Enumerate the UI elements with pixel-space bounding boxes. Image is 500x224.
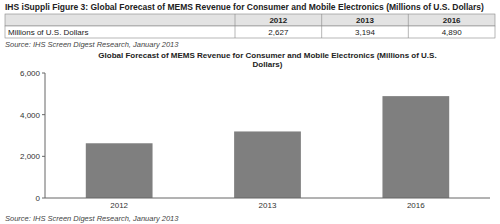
table-header [5,14,495,26]
y-tick-label: 2,000 [20,152,41,161]
y-axis [45,73,46,198]
table-header-label: 2013 [356,16,374,25]
table-header-label: 2016 [443,16,461,25]
table-divider [321,14,322,38]
table-value: 4,890 [442,28,463,37]
source: Source: IHS Screen Digest Research, Janu… [5,214,179,223]
x-tick-label: 2016 [407,201,425,210]
table-value: 3,194 [355,28,376,37]
x-tick-label: 2013 [259,201,277,210]
table-header-label: 2012 [269,16,287,25]
x-tick-label: 2012 [110,201,128,210]
bars [86,96,449,198]
table-row-label: Millions of U.S. Dollars [8,28,88,37]
table-value: 2,627 [268,28,289,37]
bar [86,143,153,198]
bar [382,96,449,198]
bar [234,131,301,198]
source: Source: IHS Screen Digest Research, Janu… [5,40,179,49]
figure-title: IHS iSuppli Figure 3: Global Forecast of… [5,2,484,12]
table-divider [235,14,236,38]
y-tick-label: 6,000 [20,69,41,78]
table-divider [408,14,409,38]
y-tick-label: 0 [36,194,41,203]
table-row [5,26,495,38]
x-axis [45,198,490,199]
chart-root: IHS iSuppli Figure 3: Global Forecast of… [0,0,500,224]
chart-title: Global Forecast of MEMS Revenue for Cons… [98,51,436,69]
y-tick-label: 4,000 [20,111,41,120]
